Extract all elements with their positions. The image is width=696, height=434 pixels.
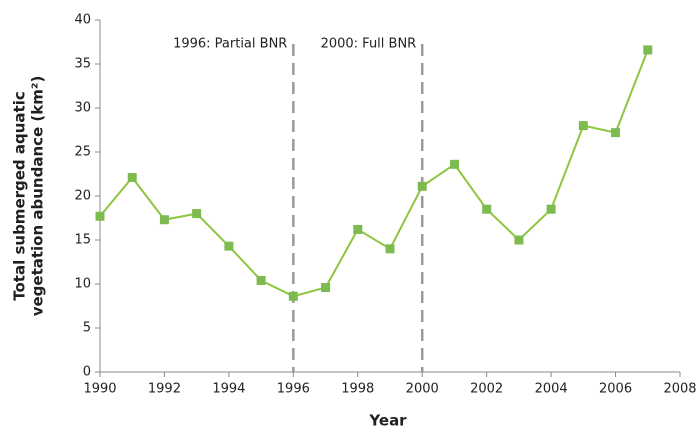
- data-point: [385, 244, 395, 254]
- data-point: [353, 224, 363, 234]
- y-tick-label: 35: [74, 57, 91, 72]
- data-point: [256, 275, 266, 285]
- data-point: [546, 204, 556, 214]
- annotation-label: 2000: Full BNR: [321, 37, 417, 52]
- y-tick-label: 15: [74, 233, 91, 248]
- y-tick-label: 5: [83, 321, 91, 336]
- y-axis-label: vegetation abundance (km²): [29, 76, 47, 317]
- y-tick-label: 40: [74, 13, 91, 28]
- x-tick-label: 2004: [535, 382, 568, 397]
- data-point: [224, 241, 234, 251]
- y-tick-label: 10: [74, 277, 91, 292]
- data-point: [611, 128, 621, 138]
- y-axis-label-group: Total submerged aquatic vegetation abund…: [11, 76, 47, 317]
- data-point: [321, 283, 331, 293]
- x-tick-label: 1992: [148, 382, 181, 397]
- x-tick-label: 1990: [83, 382, 116, 397]
- x-axis-label: Year: [368, 412, 407, 430]
- data-point: [643, 45, 653, 55]
- data-line: [99, 49, 649, 298]
- x-tick-label: 2006: [599, 382, 632, 397]
- annotation-label: 1996: Partial BNR: [173, 37, 287, 52]
- y-axis-label: Total submerged aquatic: [11, 91, 29, 300]
- y-tick-label: 20: [74, 189, 91, 204]
- x-tick-label: 2000: [406, 382, 439, 397]
- x-tick-label: 1996: [277, 382, 310, 397]
- y-tick-label: 0: [83, 365, 91, 380]
- data-point: [192, 209, 202, 219]
- data-point: [95, 211, 105, 221]
- x-tick-label: 1994: [212, 382, 245, 397]
- x-tick-label: 2008: [663, 382, 696, 397]
- data-point: [159, 215, 169, 225]
- data-point: [417, 181, 427, 191]
- data-point: [578, 121, 588, 131]
- data-point: [482, 204, 492, 214]
- x-tick-label: 2002: [470, 382, 503, 397]
- data-point: [514, 235, 524, 245]
- y-tick-label: 30: [74, 101, 91, 116]
- x-tick-label: 1998: [341, 382, 374, 397]
- data-point: [127, 173, 137, 183]
- data-point: [449, 159, 459, 169]
- data-point: [288, 291, 298, 301]
- y-tick-label: 25: [74, 145, 91, 160]
